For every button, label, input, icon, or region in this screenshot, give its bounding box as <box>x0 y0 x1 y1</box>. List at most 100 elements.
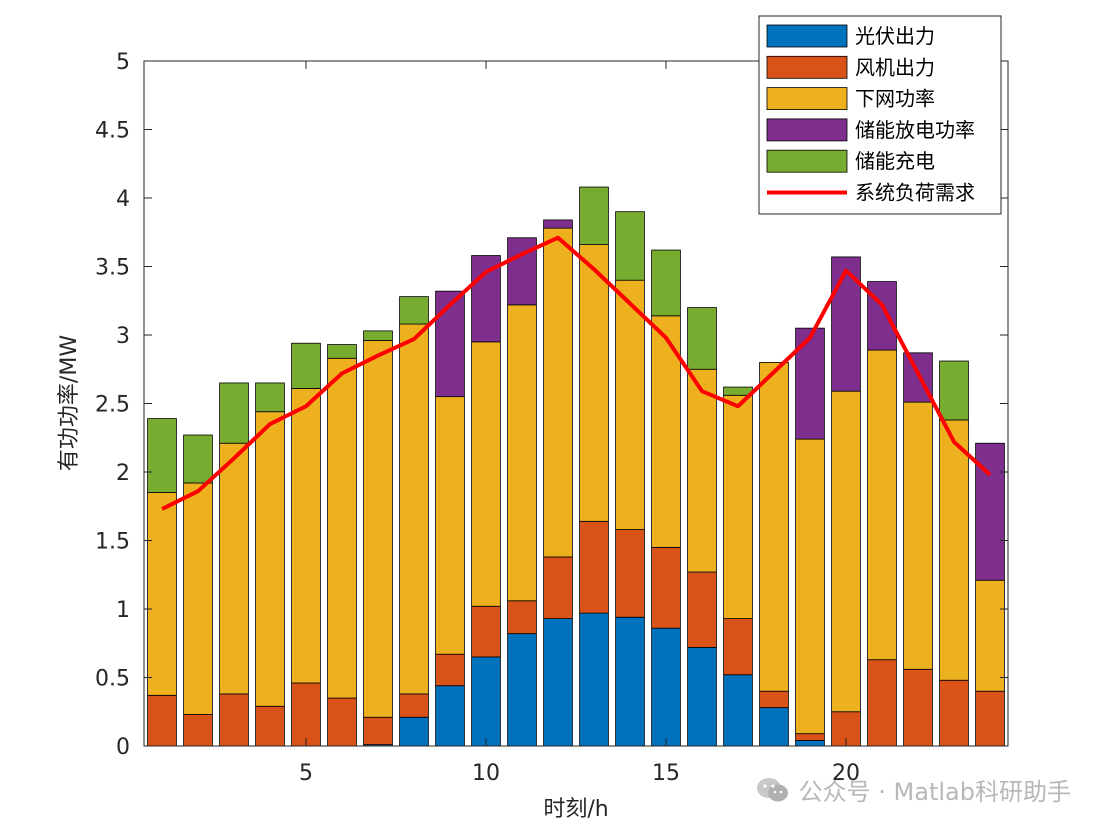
bar-segment-3-hour-12 <box>543 227 573 558</box>
legend-label: 下网功率 <box>855 87 935 111</box>
bar-segment-4-hour-12 <box>543 219 573 229</box>
bar-segment-3-hour-14 <box>615 279 645 530</box>
y-tick-label: 4 <box>116 187 130 212</box>
bar-segment-3-hour-9 <box>435 396 465 655</box>
bar-segment-5-hour-7 <box>363 330 393 341</box>
y-tick-label: 3 <box>116 324 130 349</box>
bar-segment-3-hour-19 <box>795 438 825 735</box>
x-tick-label: 20 <box>832 761 860 786</box>
bar-segment-3-hour-1 <box>147 492 177 696</box>
bar-segment-3-hour-6 <box>327 357 357 699</box>
legend-label: 系统负荷需求 <box>855 181 975 205</box>
bar-segment-5-hour-15 <box>651 249 681 317</box>
y-tick-label: 3.5 <box>95 256 130 281</box>
y-tick-label: 1.5 <box>95 530 130 555</box>
bar-segment-3-hour-2 <box>183 482 213 715</box>
bar-segment-5-hour-1 <box>147 418 177 493</box>
legend-swatch <box>766 55 848 79</box>
bar-segment-2-hour-16 <box>687 571 717 648</box>
bar-segment-5-hour-8 <box>399 296 429 325</box>
bars-group <box>147 186 1005 747</box>
bar-segment-1-hour-19 <box>795 740 825 747</box>
bar-segment-5-hour-13 <box>579 186 609 245</box>
legend-swatch <box>766 87 848 110</box>
bar-segment-2-hour-5 <box>291 682 321 747</box>
bar-segment-4-hour-20 <box>831 256 861 392</box>
bar-segment-2-hour-14 <box>615 529 645 618</box>
watermark: 公众号 · Matlab科研助手 <box>755 772 1071 807</box>
legend-swatch <box>766 24 848 48</box>
bar-segment-3-hour-8 <box>399 323 429 695</box>
legend-swatch <box>766 149 848 173</box>
bar-segment-3-hour-23 <box>939 419 969 681</box>
bar-segment-1-hour-18 <box>759 707 789 747</box>
bar-segment-3-hour-7 <box>363 340 393 718</box>
x-tick-label: 10 <box>472 761 500 786</box>
bar-segment-5-hour-5 <box>291 342 321 389</box>
bar-segment-3-hour-24 <box>975 579 1005 692</box>
legend-box <box>758 15 1002 215</box>
bar-segment-3-hour-20 <box>831 390 861 713</box>
bar-segment-2-hour-7 <box>363 716 393 746</box>
legend-label: 风机出力 <box>855 55 935 79</box>
bar-segment-2-hour-6 <box>327 697 357 747</box>
bar-segment-2-hour-4 <box>255 705 285 747</box>
bar-segment-2-hour-21 <box>867 659 897 747</box>
bar-segment-2-hour-8 <box>399 693 429 718</box>
bar-segment-2-hour-15 <box>651 546 681 629</box>
bar-segment-1-hour-10 <box>471 656 501 747</box>
bar-segment-2-hour-24 <box>975 690 1005 747</box>
y-tick-label: 0 <box>116 735 130 760</box>
bar-segment-1-hour-15 <box>651 627 681 747</box>
bar-segment-3-hour-10 <box>471 341 501 607</box>
y-tick-label: 0.5 <box>95 667 130 692</box>
legend-swatch <box>766 118 848 142</box>
x-axis-label: 时刻/h <box>543 797 608 822</box>
bar-segment-1-hour-9 <box>435 685 465 747</box>
y-tick-label: 5 <box>116 50 130 75</box>
y-axis-label: 有功功率/MW <box>57 335 82 471</box>
bar-segment-1-hour-16 <box>687 646 717 747</box>
bar-segment-3-hour-4 <box>255 411 285 707</box>
y-tick-label: 1 <box>116 598 130 623</box>
bar-segment-3-hour-21 <box>867 349 897 661</box>
legend-label: 光伏出力 <box>855 24 935 48</box>
x-tick-label: 5 <box>299 761 313 786</box>
bar-segment-2-hour-2 <box>183 714 213 747</box>
bar-segment-3-hour-11 <box>507 304 537 602</box>
bar-segment-3-hour-16 <box>687 368 717 573</box>
bar-segment-2-hour-18 <box>759 690 789 709</box>
bar-segment-3-hour-5 <box>291 388 321 684</box>
x-tick-label: 15 <box>652 761 680 786</box>
y-tick-label: 2.5 <box>95 393 130 418</box>
wechat-icon <box>756 777 788 801</box>
bar-segment-2-hour-10 <box>471 605 501 658</box>
bar-segment-4-hour-21 <box>867 281 897 351</box>
bar-segment-2-hour-12 <box>543 556 573 619</box>
bar-segment-1-hour-12 <box>543 618 573 747</box>
bar-segment-1-hour-11 <box>507 633 537 747</box>
bar-segment-1-hour-8 <box>399 716 429 747</box>
y-tick-label: 4.5 <box>95 119 130 144</box>
bar-segment-2-hour-9 <box>435 653 465 687</box>
bar-segment-5-hour-6 <box>327 344 357 359</box>
bar-segment-1-hour-17 <box>723 674 753 747</box>
bar-segment-5-hour-23 <box>939 360 969 421</box>
x-axis: 5 10 15 20 <box>299 61 860 786</box>
bar-segment-3-hour-22 <box>903 401 933 670</box>
bar-segment-5-hour-14 <box>615 211 645 281</box>
bar-segment-3-hour-18 <box>759 361 789 692</box>
bar-segment-2-hour-17 <box>723 618 753 676</box>
bar-segment-1-hour-13 <box>579 612 609 747</box>
legend-label: 储能充电 <box>855 149 935 173</box>
bar-segment-3-hour-17 <box>723 394 753 619</box>
bar-segment-2-hour-22 <box>903 668 933 747</box>
y-axis: 0 0.5 1 1.5 2 2.5 3 3.5 4 4.5 5 <box>95 50 1008 760</box>
bar-segment-5-hour-2 <box>183 434 213 484</box>
bar-segment-2-hour-3 <box>219 693 249 747</box>
y-tick-label: 2 <box>116 461 130 486</box>
bar-segment-4-hour-9 <box>435 290 465 398</box>
bar-segment-3-hour-13 <box>579 244 609 522</box>
